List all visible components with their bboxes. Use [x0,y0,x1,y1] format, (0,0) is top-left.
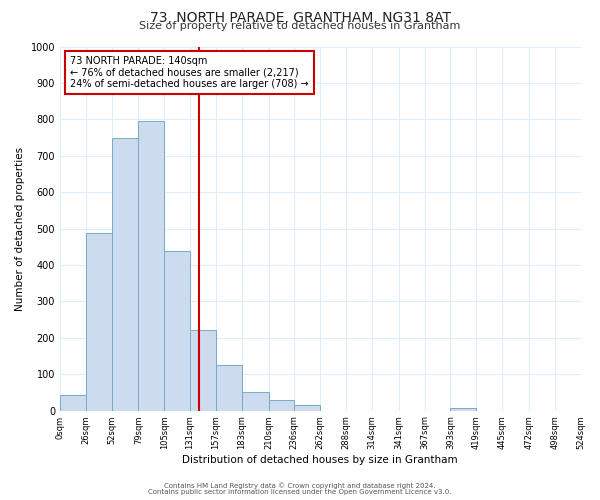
Text: Size of property relative to detached houses in Grantham: Size of property relative to detached ho… [139,21,461,31]
Bar [269,400,295,410]
Y-axis label: Number of detached properties: Number of detached properties [15,146,25,310]
Text: 73 NORTH PARADE: 140sqm
← 76% of detached houses are smaller (2,217)
24% of semi: 73 NORTH PARADE: 140sqm ← 76% of detache… [70,56,309,89]
Bar [60,395,86,410]
Bar [216,364,242,410]
Bar [190,330,216,410]
Bar [295,405,320,410]
Bar [112,138,139,410]
Bar [139,121,164,410]
Text: 73, NORTH PARADE, GRANTHAM, NG31 8AT: 73, NORTH PARADE, GRANTHAM, NG31 8AT [149,11,451,25]
Text: Contains HM Land Registry data © Crown copyright and database right 2024.: Contains HM Land Registry data © Crown c… [164,482,436,489]
Bar [86,234,112,410]
Bar [242,392,269,410]
X-axis label: Distribution of detached houses by size in Grantham: Distribution of detached houses by size … [182,455,458,465]
Bar [451,408,476,410]
Text: Contains public sector information licensed under the Open Government Licence v3: Contains public sector information licen… [148,489,452,495]
Bar [164,252,190,410]
